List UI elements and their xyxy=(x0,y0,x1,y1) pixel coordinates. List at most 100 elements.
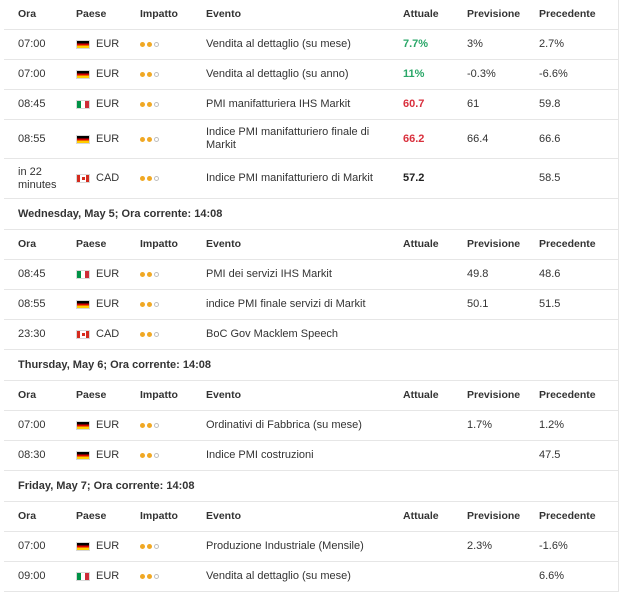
header-impact: Impatto xyxy=(140,389,178,401)
impact-dot xyxy=(154,136,159,142)
event-time: 07:00 xyxy=(18,38,46,50)
impact-dot xyxy=(147,453,152,458)
event-country: EUR xyxy=(76,411,136,440)
impact-dots-icon xyxy=(140,574,159,579)
impact-dot xyxy=(147,302,152,307)
impact-dots-icon xyxy=(140,102,159,107)
currency-code: EUR xyxy=(96,449,120,461)
event-time: 09:00 xyxy=(18,570,46,582)
table-row[interactable]: 07:00 EUR Produzione Industriale (Mensile)… xyxy=(4,532,618,562)
currency-code: EUR xyxy=(96,570,120,582)
table-row[interactable]: 08:55 EUR Indice PMI manifatturiero finale… xyxy=(4,120,618,159)
event-time: 08:45 xyxy=(18,268,46,280)
header-time: Ora xyxy=(18,510,37,522)
impact-dot xyxy=(154,332,159,337)
header-event: Evento xyxy=(206,510,242,522)
flag-de-icon xyxy=(76,542,90,551)
event-country: EUR xyxy=(76,532,136,561)
currency-code: EUR xyxy=(96,68,120,80)
impact-dots-icon xyxy=(140,136,159,142)
flag-it-icon xyxy=(76,270,90,279)
event-previous: 66.6 xyxy=(539,132,561,145)
impact-dots-icon xyxy=(140,176,159,181)
event-impact xyxy=(140,411,200,440)
event-name[interactable]: BoC Gov Macklem Speech xyxy=(206,328,339,340)
impact-dot xyxy=(140,102,145,107)
impact-dot xyxy=(147,423,152,428)
event-forecast: 1.7% xyxy=(467,419,493,431)
event-name[interactable]: Indice PMI manifatturiero finale di Mark… xyxy=(206,126,370,151)
table-row[interactable]: 08:45 EUR PMI dei servizi IHS Markit 49.8 48… xyxy=(4,260,618,290)
currency-code: CAD xyxy=(96,172,120,184)
table-row[interactable]: 07:00 EUR Ordinativi di Fabbrica (su mese)… xyxy=(4,411,618,441)
flag-de-icon xyxy=(76,40,90,49)
impact-dot xyxy=(154,42,159,47)
day-heading: Friday, May 7; Ora corrente: 14:08 xyxy=(4,471,618,502)
event-forecast xyxy=(467,441,532,470)
impact-dots-icon xyxy=(140,72,159,77)
event-impact xyxy=(140,320,200,349)
event-impact xyxy=(140,441,200,470)
table-row[interactable]: 08:45 EUR PMI manifatturiera IHS Markit 60.… xyxy=(4,90,618,120)
header-event: Evento xyxy=(206,238,242,250)
event-previous xyxy=(539,320,609,349)
header-event: Evento xyxy=(206,389,242,401)
table-row[interactable]: 07:00 EUR Vendita al dettaglio (su anno) 11… xyxy=(4,60,618,90)
event-actual xyxy=(403,411,463,440)
impact-dot xyxy=(154,544,159,549)
event-name[interactable]: Vendita al dettaglio (su anno) xyxy=(206,68,349,80)
event-name[interactable]: Vendita al dettaglio (su mese) xyxy=(206,570,351,582)
event-name[interactable]: indice PMI finale servizi di Markit xyxy=(206,298,366,310)
impact-dot xyxy=(140,302,145,307)
flag-de-icon xyxy=(76,134,90,144)
event-time: 08:55 xyxy=(18,132,46,145)
impact-dot xyxy=(147,544,152,549)
event-name[interactable]: Produzione Industriale (Mensile) xyxy=(206,540,364,552)
event-actual: 57.2 xyxy=(403,172,425,184)
event-name[interactable]: PMI dei servizi IHS Markit xyxy=(206,268,332,280)
event-forecast xyxy=(467,562,532,591)
table-row[interactable]: 09:00 EUR Vendita al dettaglio (su mese) 6.… xyxy=(4,562,618,592)
header-previous: Precedente xyxy=(539,510,596,522)
impact-dot xyxy=(147,136,152,142)
day-heading: Thursday, May 6; Ora corrente: 14:08 xyxy=(4,350,618,381)
event-country: EUR xyxy=(76,120,136,158)
day-heading: Wednesday, May 5; Ora corrente: 14:08 xyxy=(4,199,618,230)
header-forecast: Previsione xyxy=(467,238,521,250)
event-name[interactable]: Vendita al dettaglio (su mese) xyxy=(206,38,351,50)
event-previous: 47.5 xyxy=(539,449,561,461)
event-forecast xyxy=(467,320,532,349)
event-name[interactable]: Ordinativi di Fabbrica (su mese) xyxy=(206,419,362,431)
flag-ca-icon xyxy=(76,174,90,183)
table-row[interactable]: in 22 minutes CAD Indice PMI manifatturier… xyxy=(4,159,618,199)
table-row[interactable]: 23:30 CAD BoC Gov Macklem Speech xyxy=(4,320,618,350)
table-header: Ora Paese Impatto Evento Attuale Previsi… xyxy=(4,381,618,411)
event-time: 08:55 xyxy=(18,298,46,310)
event-actual xyxy=(403,562,463,591)
impact-dot xyxy=(140,176,145,181)
event-forecast: 3% xyxy=(467,38,483,50)
currency-code: EUR xyxy=(96,268,120,280)
event-name[interactable]: Indice PMI costruzioni xyxy=(206,449,314,461)
header-country: Paese xyxy=(76,389,107,401)
event-actual xyxy=(403,320,463,349)
currency-code: EUR xyxy=(96,38,120,50)
table-row[interactable]: 07:00 EUR Vendita al dettaglio (su mese) 7.… xyxy=(4,30,618,60)
flag-de-icon xyxy=(76,70,90,79)
flag-de-icon xyxy=(76,421,90,430)
header-forecast: Previsione xyxy=(467,8,521,20)
impact-dot xyxy=(154,423,159,428)
event-name[interactable]: Indice PMI manifatturiero di Markit xyxy=(206,172,373,184)
table-row[interactable]: 08:55 EUR indice PMI finale servizi di Mar… xyxy=(4,290,618,320)
impact-dot xyxy=(147,102,152,107)
impact-dot xyxy=(140,332,145,337)
impact-dots-icon xyxy=(140,302,159,307)
event-country: EUR xyxy=(76,60,136,89)
event-name[interactable]: PMI manifatturiera IHS Markit xyxy=(206,98,351,110)
event-actual xyxy=(403,441,463,470)
impact-dot xyxy=(154,102,159,107)
impact-dot xyxy=(140,42,145,47)
event-actual xyxy=(403,290,463,319)
header-time: Ora xyxy=(18,8,37,20)
table-row[interactable]: 08:30 EUR Indice PMI costruzioni 47.5 xyxy=(4,441,618,471)
